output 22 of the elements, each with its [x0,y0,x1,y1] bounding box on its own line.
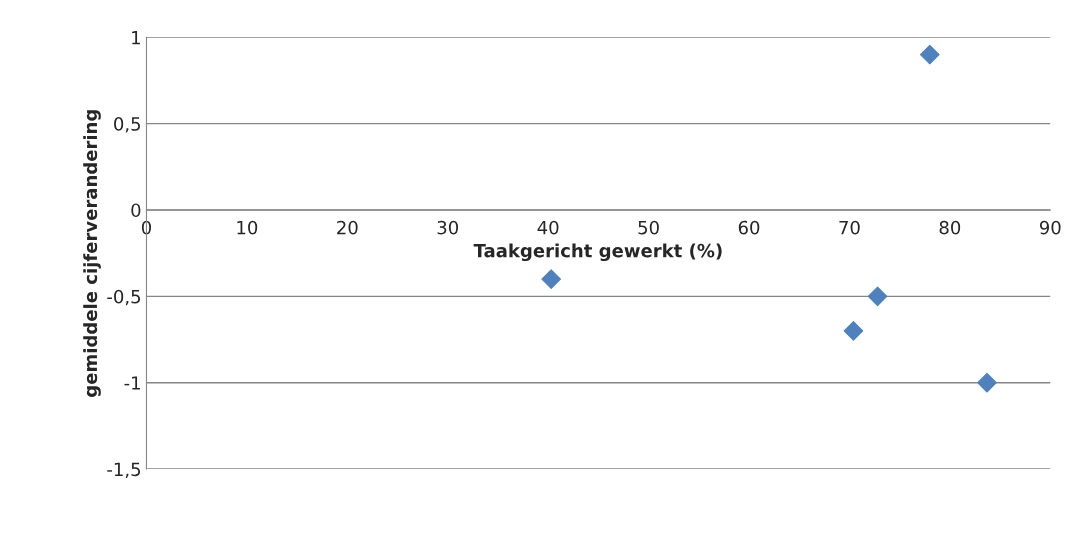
point [867,286,888,307]
y-tick-label: -1,5 [107,462,141,478]
y-tick-label: -1 [124,376,140,390]
y-tick-label: -0,5 [107,289,141,306]
x-tick-label: 70 [839,220,860,235]
point [919,44,940,65]
y-tick-label: 0,5 [114,117,141,133]
point [843,321,864,341]
y-tick-label: 0 [131,203,141,218]
y-axis-title: gemiddele cijferverandering [83,110,101,397]
x-tick-label: 40 [537,220,559,235]
x-tick-label: 20 [337,220,358,235]
x-tick-label: 90 [1039,220,1061,235]
x-tick-label: 60 [738,220,760,235]
x-tick-label: 80 [939,220,961,235]
point [541,269,562,289]
y-tick-label: 1 [132,31,140,45]
x-tick-label: 10 [237,220,258,235]
x-axis-title: Taakgericht gewerkt (%) [473,243,722,262]
point [977,372,997,393]
x-tick-label: 50 [638,220,659,235]
x-tick-label: 30 [437,220,459,235]
